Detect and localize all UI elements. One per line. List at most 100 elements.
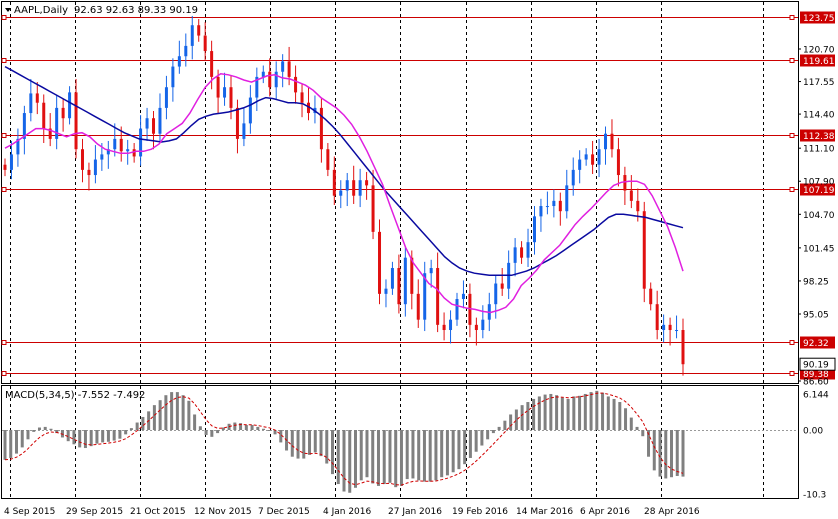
candle-body	[513, 247, 517, 263]
macd-bar	[635, 426, 639, 430]
macd-tick-label: 0.00	[803, 427, 823, 437]
price-axis: 120.70 117.55 114.40 111.10 107.90 104.70 101.…	[798, 46, 835, 388]
macd-bar	[279, 430, 283, 443]
macd-bar	[9, 430, 13, 458]
candle-body	[9, 154, 13, 170]
time-label: 14 Mar 2016	[516, 507, 573, 517]
macd-bar	[652, 430, 656, 471]
time-label: 12 Nov 2015	[194, 507, 252, 517]
time-label: 27 Jan 2016	[388, 507, 442, 517]
time-label: 6 Apr 2016	[580, 507, 630, 517]
level-anchor	[789, 58, 795, 63]
candle-body	[629, 190, 633, 201]
candle-body	[132, 149, 136, 157]
candle-body	[268, 71, 272, 88]
macd-bar	[422, 430, 426, 482]
candle-body	[571, 169, 575, 186]
macd-bar	[348, 430, 352, 493]
price-tick-label: 101.45	[803, 244, 835, 254]
ma-slow-line	[4, 65, 684, 277]
candle-body	[481, 319, 485, 331]
candle-body	[248, 97, 252, 124]
price-tick-label: 117.55	[803, 78, 835, 88]
macd-bar	[434, 430, 438, 481]
candle-body	[423, 273, 427, 320]
candle-body	[474, 324, 478, 331]
candle-body	[184, 45, 188, 57]
price-tick-label: 120.70	[803, 46, 835, 56]
candle-body	[545, 206, 549, 208]
candle-body	[532, 216, 536, 243]
candle-body	[80, 149, 84, 170]
current-price-badge	[799, 357, 836, 371]
candle-body	[48, 128, 52, 139]
time-label: 4 Sep 2015	[4, 507, 55, 517]
candle-body	[565, 185, 569, 212]
candle-body	[74, 92, 78, 150]
candle-body	[390, 268, 394, 289]
main-panel-frame	[1, 1, 799, 384]
macd-bar	[451, 430, 455, 473]
macd-bar	[210, 430, 214, 437]
vertical-grid	[10, 2, 764, 498]
time-label: 29 Sep 2015	[66, 507, 123, 517]
macd-bar	[78, 430, 82, 448]
candle-body	[126, 149, 130, 152]
macd-bar	[468, 430, 472, 458]
candle-body	[558, 200, 562, 212]
macd-bar	[141, 416, 145, 430]
candle-body	[294, 76, 298, 93]
macd-bar	[543, 394, 547, 430]
level-badge-label: 112.38	[803, 132, 835, 142]
candle-body	[300, 92, 304, 103]
macd-bar	[193, 414, 197, 430]
level-badge-label: 89.38	[803, 370, 829, 380]
macd-bar	[595, 390, 599, 430]
macd-bar	[66, 430, 70, 442]
candle-body	[378, 231, 382, 294]
macd-bar	[681, 430, 685, 477]
macd-tick-label: 6.144	[803, 391, 829, 401]
macd-bar	[353, 430, 357, 488]
candle-body	[261, 71, 265, 77]
symbol-label[interactable]: AAPL,Daily	[14, 5, 68, 16]
candle-body	[494, 283, 498, 305]
macd-bar	[376, 430, 380, 486]
macd-bar	[216, 430, 220, 434]
candle-body	[22, 113, 26, 139]
time-label: 7 Dec 2015	[258, 507, 310, 517]
macd-bar	[497, 426, 501, 430]
macd-bar	[417, 430, 421, 481]
macd-bar	[641, 430, 645, 437]
level-anchor	[1, 133, 7, 138]
candle-body	[203, 35, 207, 52]
candle-body	[339, 190, 343, 196]
ohlc-readout: 92.63 92.63 89.33 90.19	[74, 5, 198, 16]
candle-body	[681, 330, 685, 365]
macd-bar	[152, 405, 156, 430]
price-tick-label: 86.60	[803, 378, 829, 388]
candle-body	[675, 330, 679, 332]
macd-bar	[239, 423, 243, 430]
level-badge-label: 107.19	[803, 186, 835, 196]
macd-bar	[675, 430, 679, 476]
macd-bar	[158, 400, 162, 430]
candle-body	[42, 102, 46, 129]
candle-body	[100, 154, 104, 160]
macd-label: MACD(5,34,5) -7.552 -7.492	[5, 390, 145, 401]
macd-bar	[55, 430, 59, 434]
price-tick-label: 104.70	[803, 211, 835, 221]
macd-bar	[187, 400, 191, 430]
macd-bar	[296, 430, 300, 459]
time-label: 28 Apr 2016	[644, 507, 700, 517]
macd-bar	[670, 430, 674, 478]
macd-bar	[244, 425, 248, 430]
level-anchor	[789, 187, 795, 192]
macd-bar	[399, 430, 403, 486]
macd-bar	[302, 430, 306, 459]
candle-body	[539, 206, 543, 217]
candle-body	[442, 324, 446, 331]
macd-bar	[359, 430, 363, 481]
symbol-dropdown-icon[interactable]	[5, 8, 11, 12]
